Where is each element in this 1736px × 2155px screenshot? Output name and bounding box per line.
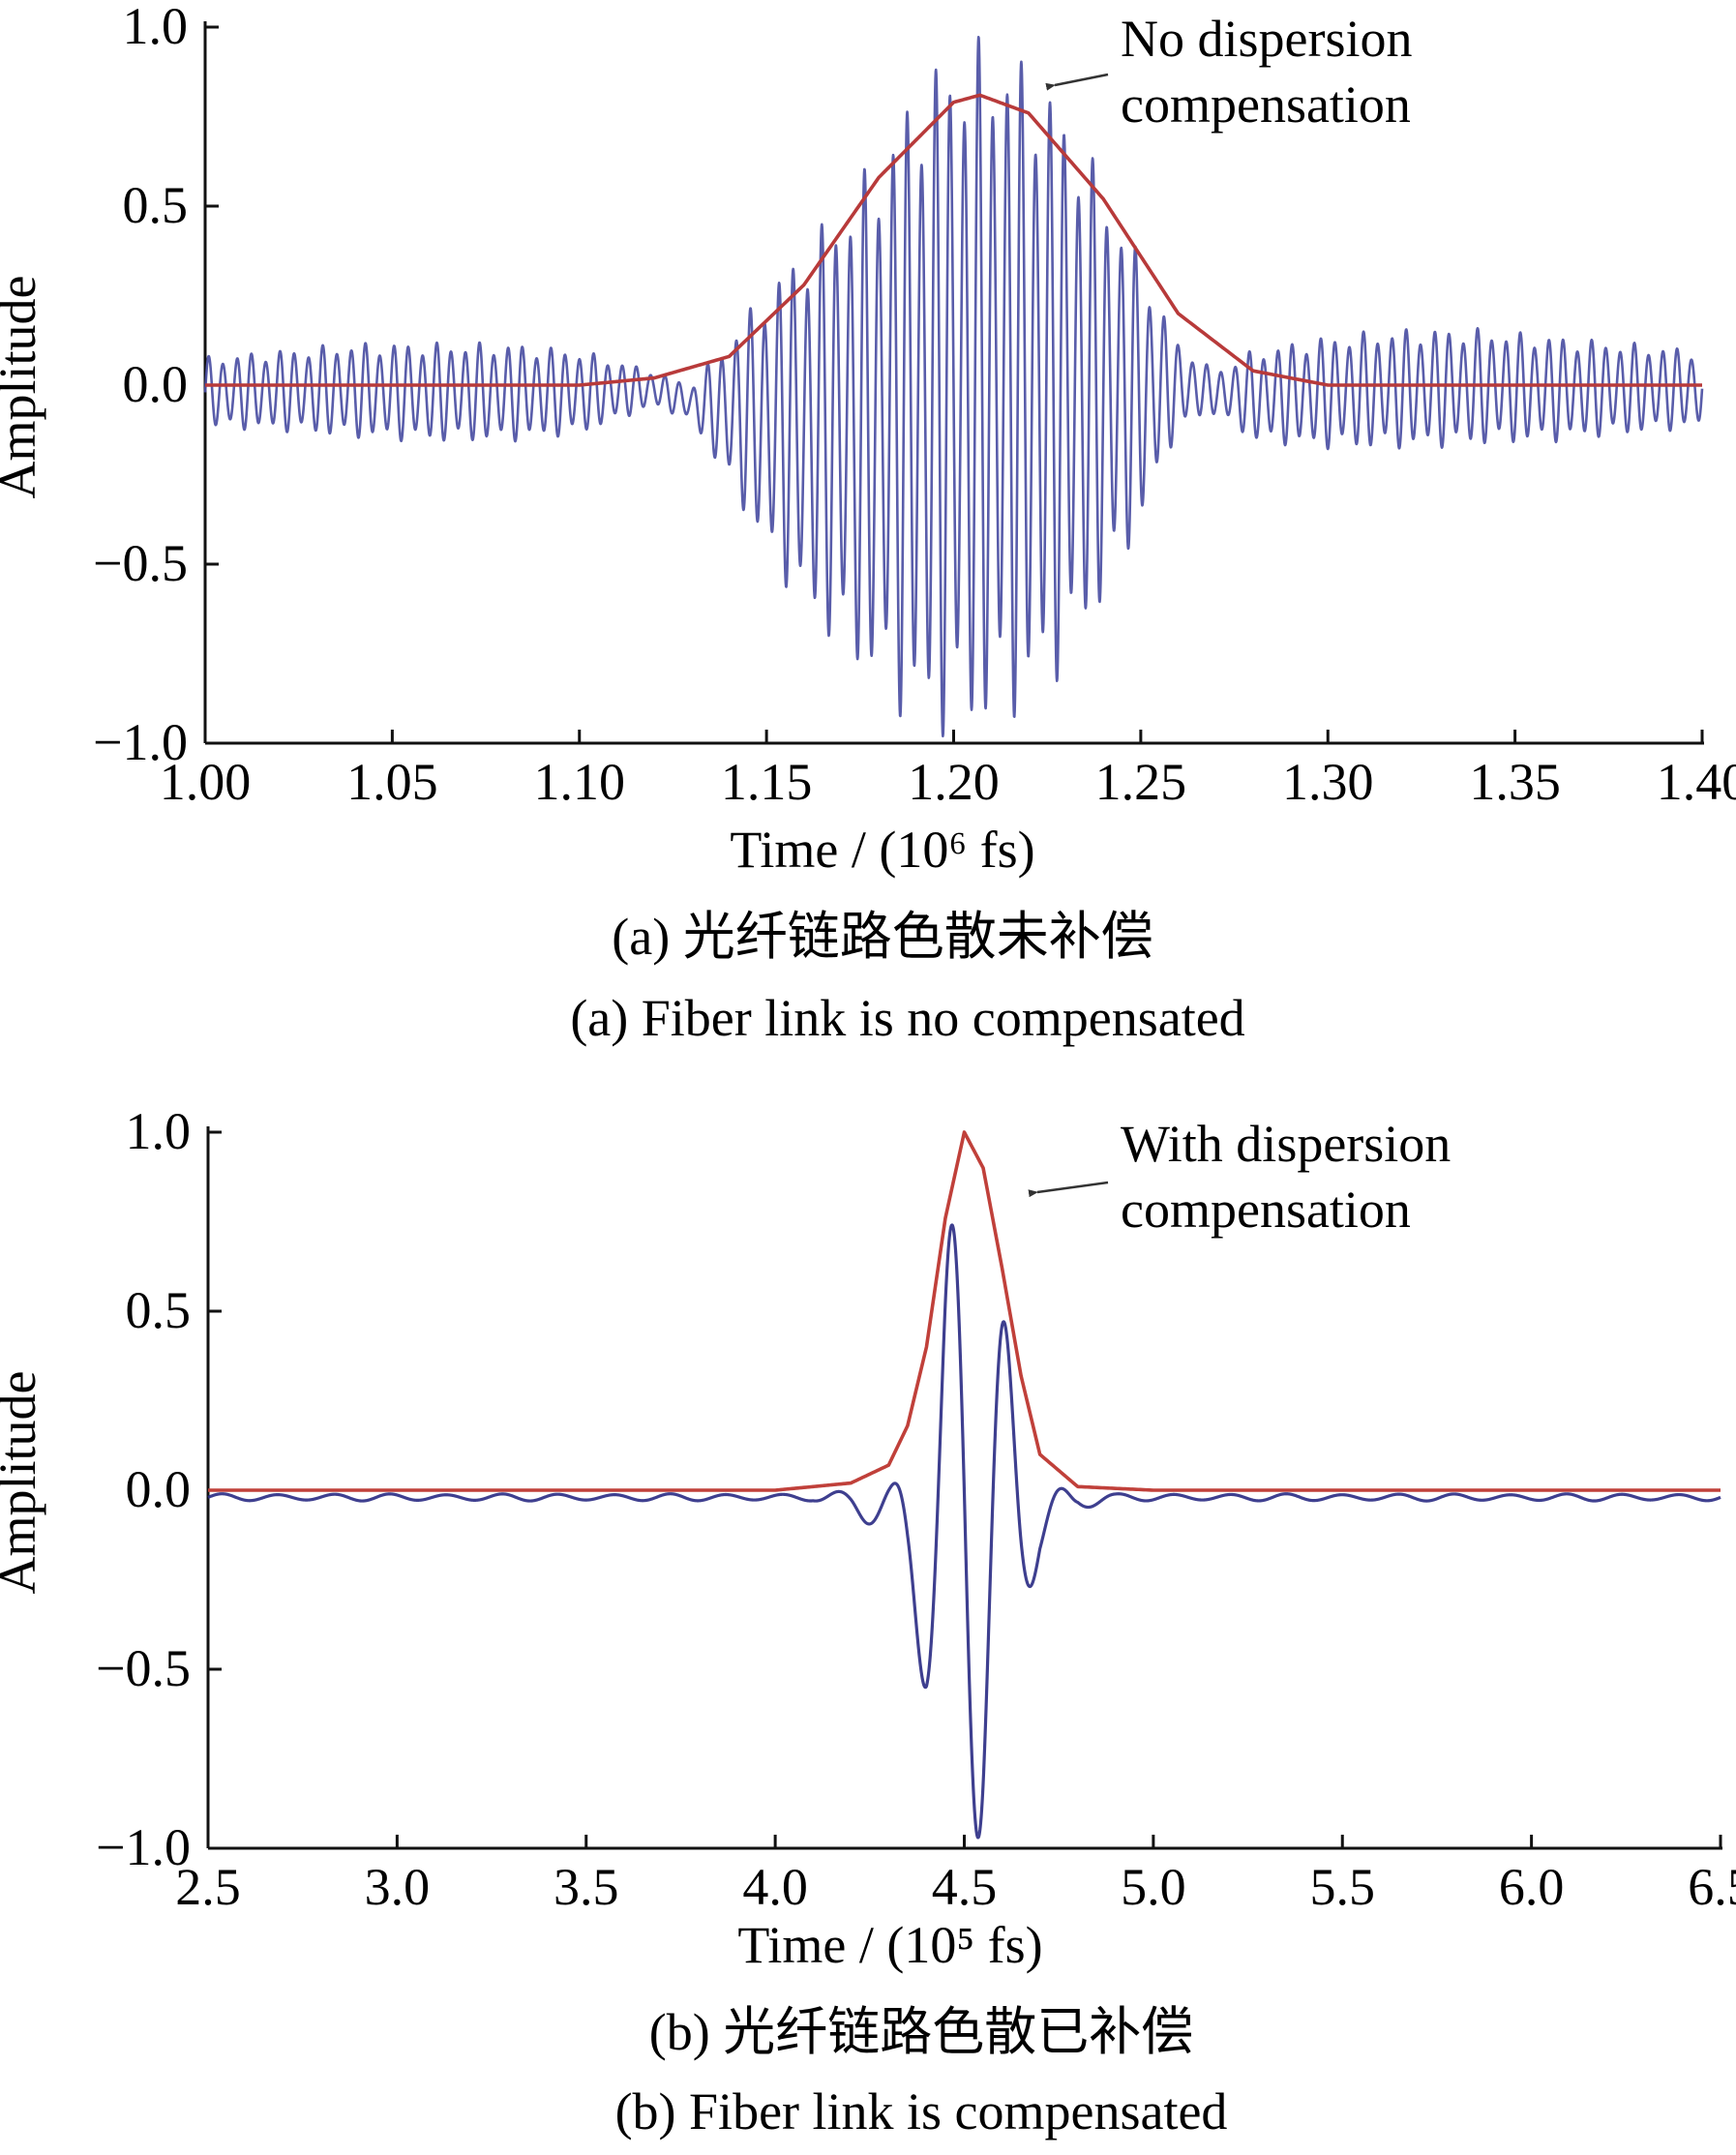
x-axis-label: Time / (10⁶ fs) [730,821,1034,879]
x-tick-label: 1.25 [1095,753,1187,811]
x-tick-label: 3.5 [554,1858,619,1916]
envelope-series-line [205,93,1702,387]
envelope-series-line [208,1130,1721,1492]
x-tick-label: 4.5 [932,1858,998,1916]
y-tick-label: 0.5 [123,176,189,234]
x-tick-label: 6.5 [1688,1858,1736,1916]
x-tick-label: 3.0 [365,1858,431,1916]
y-tick-label: −1.0 [93,713,188,771]
y-axis-label: Amplitude [0,276,46,499]
y-tick-label: −0.5 [96,1639,191,1697]
y-tick-label: −1.0 [96,1818,191,1876]
annotation-line-1: With dispersion [1121,1115,1451,1173]
x-tick-label: 2.5 [175,1858,241,1916]
x-tick-label: 1.35 [1469,753,1561,811]
x-tick-label: 1.20 [908,753,1000,811]
caption-cn: (a) 光纤链路色散未补偿 [612,908,1152,966]
annotation-arrow [1045,73,1109,91]
x-tick-label: 1.15 [721,753,813,811]
x-tick-label: 4.0 [742,1858,808,1916]
x-tick-label: 1.05 [346,753,438,811]
x-tick-label: 6.0 [1499,1858,1565,1916]
x-tick-label: 5.5 [1310,1858,1376,1916]
x-tick-label: 1.00 [160,753,252,811]
annotation-line-2: compensation [1121,1181,1411,1239]
x-axis-label: Time / (10⁵ fs) [737,1916,1042,1974]
x-tick-label: 5.0 [1121,1858,1186,1916]
y-tick-label: 0.0 [123,355,189,413]
chart-a: Amplitude Time / (10⁶ fs) No dispersion … [0,0,1736,1047]
caption-en: (b) Fiber link is compensated [615,2082,1228,2140]
y-tick-label: 1.0 [126,1102,192,1160]
x-tick-label: 1.10 [534,753,626,811]
annotation-line-2: compensation [1121,75,1411,134]
y-tick-label: −0.5 [93,534,188,592]
annotation-arrow [1028,1181,1109,1198]
signal-series-line [206,1223,1722,1840]
chart-b: Amplitude Time / (10⁵ fs) With dispersio… [0,1102,1736,2140]
caption-cn: (b) 光纤链路色散已补偿 [649,2003,1193,2061]
y-tick-label: 0.5 [126,1281,192,1339]
signal-series-line [203,35,1704,738]
caption-en: (a) Fiber link is no compensated [570,989,1244,1047]
annotation-line-1: No dispersion [1121,10,1412,68]
x-tick-label: 1.40 [1657,753,1736,811]
y-axis-label: Amplitude [0,1371,46,1595]
y-tick-label: 1.0 [123,0,189,55]
y-tick-label: 0.0 [126,1460,192,1518]
x-tick-label: 1.30 [1282,753,1374,811]
